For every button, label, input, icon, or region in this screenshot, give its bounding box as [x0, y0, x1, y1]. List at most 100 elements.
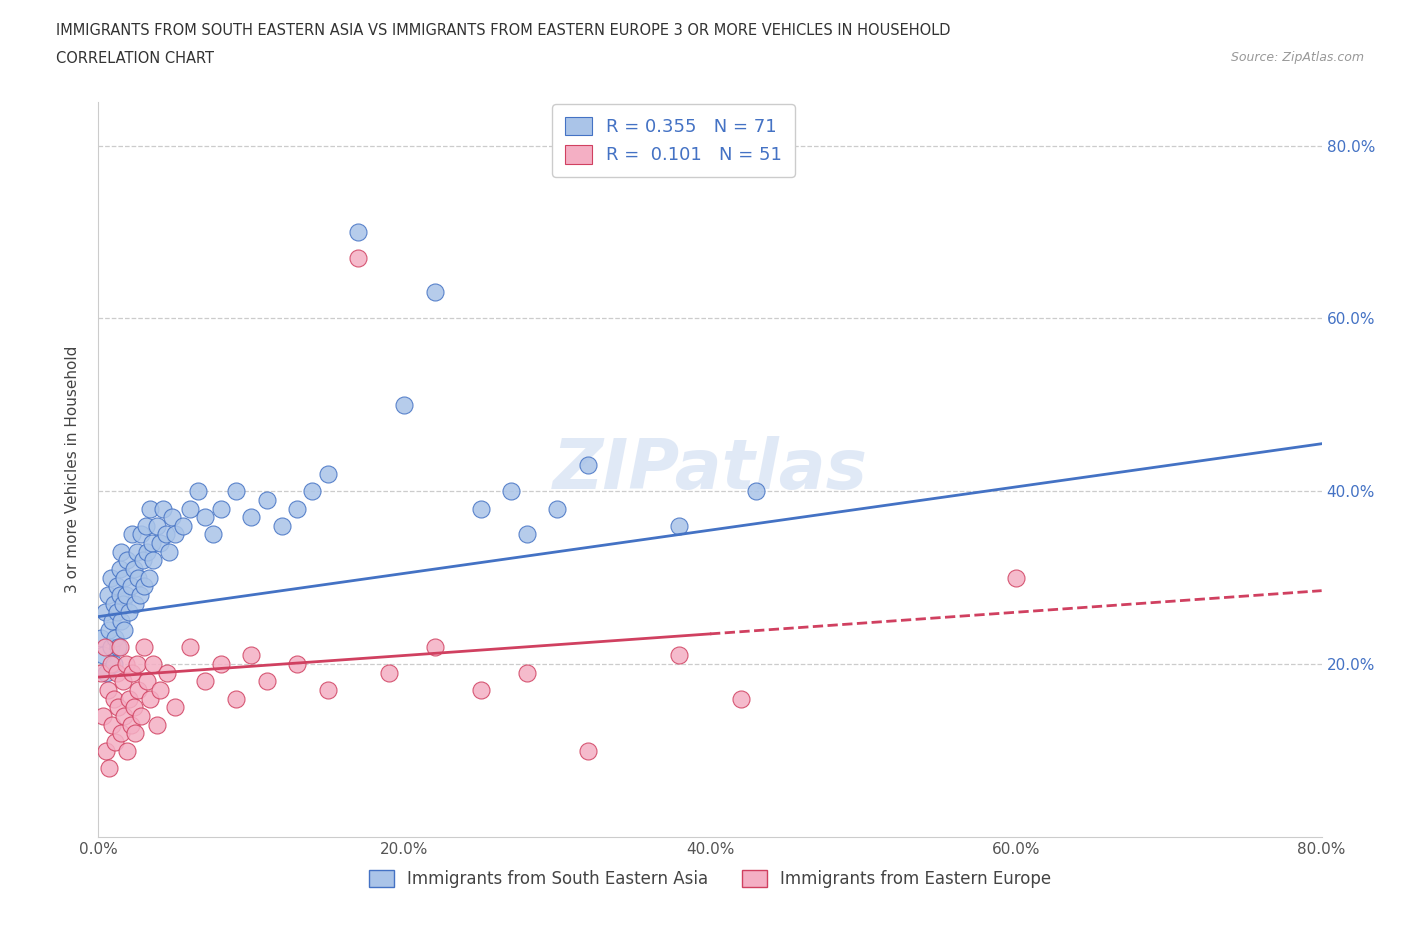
Point	[516, 665, 538, 680]
Point	[145, 518, 167, 533]
Text: ZIPatlas: ZIPatlas	[553, 436, 868, 503]
Point	[316, 683, 339, 698]
Point	[101, 614, 124, 629]
Point	[136, 674, 159, 689]
Point	[139, 691, 162, 706]
Point	[98, 761, 121, 776]
Point	[155, 527, 177, 542]
Point	[149, 683, 172, 698]
Point	[1004, 570, 1026, 585]
Point	[129, 709, 152, 724]
Point	[110, 725, 132, 740]
Point	[209, 657, 232, 671]
Point	[127, 683, 149, 698]
Point	[285, 657, 308, 671]
Point	[112, 570, 135, 585]
Point	[172, 518, 194, 533]
Point	[134, 640, 156, 655]
Point	[127, 570, 149, 585]
Point	[730, 691, 752, 706]
Point	[156, 665, 179, 680]
Point	[163, 527, 186, 542]
Point	[122, 700, 145, 715]
Point	[576, 743, 599, 758]
Point	[285, 501, 308, 516]
Point	[100, 570, 122, 585]
Point	[225, 484, 247, 498]
Point	[225, 691, 247, 706]
Point	[120, 717, 142, 732]
Point	[423, 640, 446, 655]
Point	[256, 493, 278, 508]
Point	[202, 527, 225, 542]
Point	[135, 518, 157, 533]
Point	[122, 562, 145, 577]
Point	[100, 657, 122, 671]
Point	[470, 683, 492, 698]
Point	[124, 596, 146, 611]
Point	[93, 640, 115, 655]
Legend: Immigrants from South Eastern Asia, Immigrants from Eastern Europe: Immigrants from South Eastern Asia, Immi…	[363, 863, 1057, 895]
Point	[209, 501, 232, 516]
Point	[163, 700, 186, 715]
Point	[546, 501, 568, 516]
Point	[91, 709, 114, 724]
Point	[108, 588, 131, 603]
Point	[256, 674, 278, 689]
Y-axis label: 3 or more Vehicles in Household: 3 or more Vehicles in Household	[65, 346, 80, 593]
Point	[104, 631, 127, 645]
Point	[270, 518, 292, 533]
Point	[141, 536, 163, 551]
Point	[93, 604, 115, 619]
Point	[145, 717, 167, 732]
Point	[149, 536, 172, 551]
Point	[115, 657, 138, 671]
Point	[101, 717, 124, 732]
Point	[301, 484, 323, 498]
Point	[112, 709, 135, 724]
Text: IMMIGRANTS FROM SOUTH EASTERN ASIA VS IMMIGRANTS FROM EASTERN EUROPE 3 OR MORE V: IMMIGRANTS FROM SOUTH EASTERN ASIA VS IM…	[56, 23, 950, 38]
Point	[194, 674, 217, 689]
Point	[90, 631, 112, 645]
Point	[142, 553, 165, 568]
Point	[745, 484, 768, 498]
Point	[240, 648, 263, 663]
Point	[107, 640, 129, 655]
Point	[576, 458, 599, 472]
Point	[423, 285, 446, 299]
Point	[668, 518, 690, 533]
Point	[112, 622, 135, 637]
Point	[98, 622, 121, 637]
Point	[111, 596, 134, 611]
Point	[110, 614, 132, 629]
Point	[118, 691, 141, 706]
Point	[117, 743, 139, 758]
Point	[501, 484, 523, 498]
Point	[347, 250, 370, 265]
Point	[347, 224, 370, 239]
Point	[316, 467, 339, 482]
Point	[470, 501, 492, 516]
Point	[121, 527, 143, 542]
Point	[129, 527, 152, 542]
Point	[91, 648, 114, 663]
Point	[97, 683, 120, 698]
Point	[125, 657, 148, 671]
Point	[105, 578, 128, 593]
Point	[118, 604, 141, 619]
Point	[392, 397, 416, 412]
Point	[111, 674, 134, 689]
Point	[124, 725, 146, 740]
Point	[115, 588, 138, 603]
Point	[120, 578, 142, 593]
Point	[179, 640, 201, 655]
Point	[108, 640, 131, 655]
Point	[107, 700, 129, 715]
Point	[136, 544, 159, 559]
Point	[179, 501, 201, 516]
Point	[103, 596, 125, 611]
Point	[108, 562, 131, 577]
Point	[105, 665, 128, 680]
Point	[97, 588, 120, 603]
Point	[157, 544, 180, 559]
